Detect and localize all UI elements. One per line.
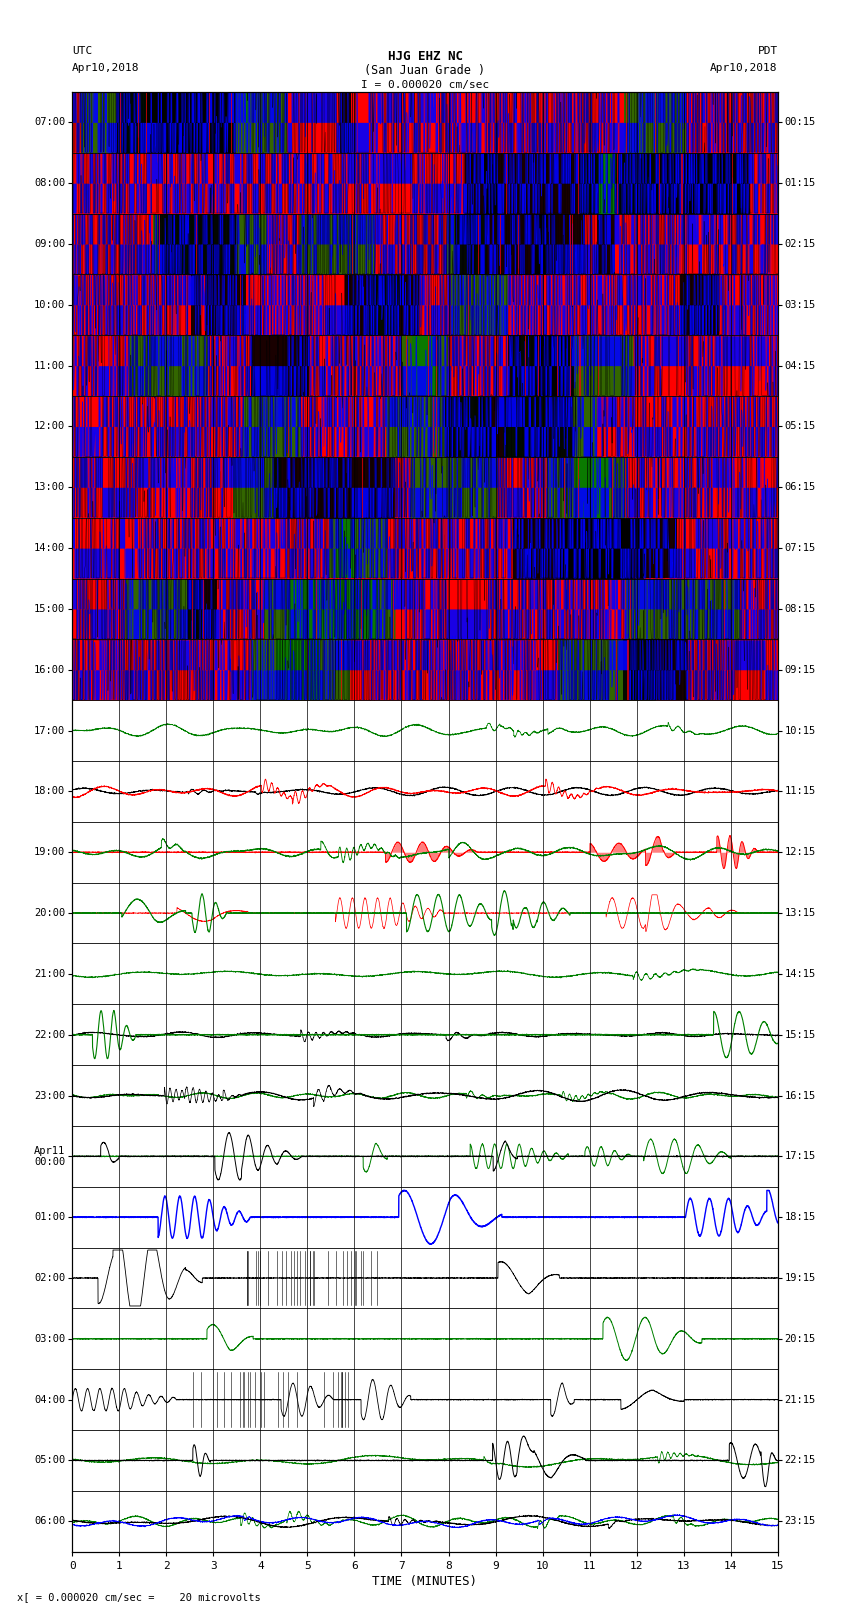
Text: Apr10,2018: Apr10,2018 — [72, 63, 139, 73]
Text: x[ = 0.000020 cm/sec =    20 microvolts: x[ = 0.000020 cm/sec = 20 microvolts — [17, 1592, 261, 1602]
Text: PDT: PDT — [757, 47, 778, 56]
Text: HJG EHZ NC: HJG EHZ NC — [388, 50, 462, 63]
Text: Apr10,2018: Apr10,2018 — [711, 63, 778, 73]
Text: (San Juan Grade ): (San Juan Grade ) — [365, 65, 485, 77]
X-axis label: TIME (MINUTES): TIME (MINUTES) — [372, 1574, 478, 1587]
Text: UTC: UTC — [72, 47, 93, 56]
Text: I = 0.000020 cm/sec: I = 0.000020 cm/sec — [361, 81, 489, 90]
